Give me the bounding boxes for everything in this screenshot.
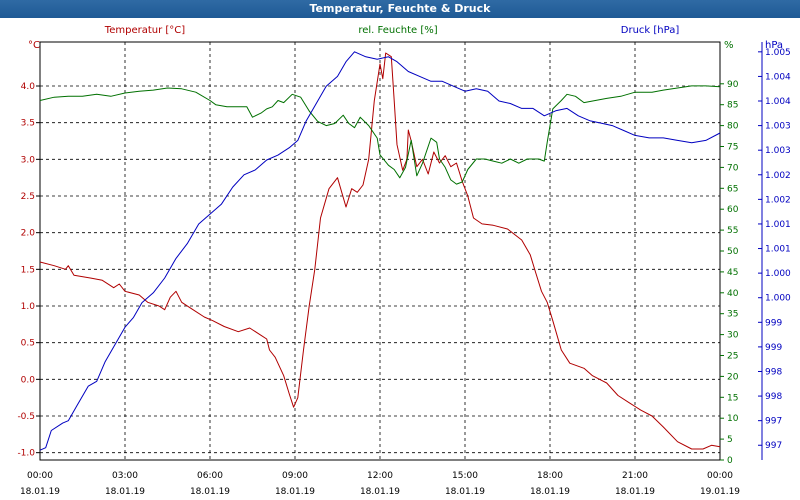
- x-tick-date: 18.01.19: [530, 487, 570, 497]
- pressure-tick-label: 1.004: [765, 72, 791, 82]
- humidity-unit-label: %: [724, 40, 734, 51]
- pressure-axis-label: Druck [hPa]: [621, 25, 680, 36]
- pressure-tick-label: 1.005: [765, 48, 791, 58]
- humidity-tick-label: 70: [727, 163, 739, 173]
- humidity-axis-label: rel. Feuchte [%]: [358, 25, 437, 36]
- pressure-tick-label: 997: [765, 441, 782, 451]
- humidity-tick-label: 0: [727, 456, 733, 466]
- pressure-tick-label: 999: [765, 318, 782, 328]
- temp-tick-label: 1.0: [21, 302, 36, 312]
- pressure-tick-label: 1.002: [765, 195, 791, 205]
- x-tick-time: 21:00: [622, 471, 648, 481]
- pressure-unit-label: hPa: [765, 40, 783, 51]
- temp-axis-label: Temperatur [°C]: [104, 25, 185, 36]
- pressure-tick-label: 1.000: [765, 269, 791, 279]
- pressure-tick-label: 1.001: [765, 245, 791, 255]
- chart-series: [39, 51, 721, 451]
- pressure-tick-label: 998: [765, 367, 782, 377]
- pressure-tick-label: 1.004: [765, 97, 791, 107]
- pressure-tick-label: 1.002: [765, 171, 791, 181]
- pressure-tick-label: 999: [765, 343, 782, 353]
- temperature-line: [39, 52, 721, 450]
- humidity-tick-label: 35: [727, 310, 738, 320]
- humidity-tick-label: 85: [727, 101, 738, 111]
- humidity-tick-label: 40: [727, 289, 739, 299]
- pressure-tick-label: 1.000: [765, 294, 791, 304]
- temp-tick-label: 0.5: [21, 339, 35, 349]
- humidity-tick-label: 65: [727, 184, 738, 194]
- humidity-tick-label: 75: [727, 143, 738, 153]
- pressure-tick-label: 1.001: [765, 220, 791, 230]
- temp-tick-label: 3.5: [21, 119, 35, 129]
- x-tick-time: 18:00: [537, 471, 563, 481]
- temp-tick-label: 3.0: [21, 155, 36, 165]
- temp-tick-label: 0.0: [21, 375, 36, 385]
- x-tick-time: 00:00: [27, 471, 53, 481]
- temp-tick-label: -0.5: [17, 412, 35, 422]
- x-tick-time: 15:00: [452, 471, 478, 481]
- humidity-tick-label: 50: [727, 247, 739, 257]
- humidity-tick-label: 25: [727, 352, 738, 362]
- x-tick-time: 09:00: [282, 471, 308, 481]
- x-tick-time: 03:00: [112, 471, 138, 481]
- humidity-tick-label: 60: [727, 205, 739, 215]
- humidity-tick-label: 5: [727, 435, 733, 445]
- x-tick-date: 18.01.19: [190, 487, 230, 497]
- x-tick-date: 18.01.19: [20, 487, 60, 497]
- temp-tick-label: -1.0: [17, 449, 35, 459]
- humidity-tick-label: 15: [727, 393, 738, 403]
- chart-grid: [39, 42, 721, 460]
- humidity-tick-label: 45: [727, 268, 738, 278]
- x-tick-time: 00:00: [707, 471, 733, 481]
- temp-unit-label: °C: [28, 40, 40, 51]
- temp-tick-label: 4.0: [21, 82, 36, 92]
- humidity-tick-label: 30: [727, 331, 739, 341]
- x-tick-date: 18.01.19: [615, 487, 655, 497]
- pressure-line: [39, 51, 721, 451]
- humidity-tick-label: 20: [727, 372, 739, 382]
- x-tick-time: 06:00: [197, 471, 223, 481]
- x-tick-date: 19.01.19: [700, 487, 740, 497]
- humidity-tick-label: 55: [727, 226, 738, 236]
- humidity-line: [39, 85, 721, 185]
- x-tick-date: 18.01.19: [445, 487, 485, 497]
- pressure-tick-label: 997: [765, 417, 782, 427]
- humidity-tick-label: 10: [727, 414, 739, 424]
- pressure-tick-label: 1.003: [765, 146, 791, 156]
- temp-tick-label: 2.5: [21, 192, 35, 202]
- x-tick-date: 18.01.19: [360, 487, 400, 497]
- window-title: Temperatur, Feuchte & Druck: [0, 0, 800, 18]
- chart-axes: 00:00 18.01.19 03:00 18.01.19 06:00 18.01.19 0…: [17, 42, 791, 497]
- temp-tick-label: 2.0: [21, 229, 36, 239]
- humidity-tick-label: 80: [727, 122, 739, 132]
- temp-tick-label: 1.5: [21, 265, 35, 275]
- pressure-tick-label: 1.003: [765, 122, 791, 132]
- x-tick-date: 18.01.19: [105, 487, 145, 497]
- pressure-tick-label: 998: [765, 392, 782, 402]
- humidity-tick-label: 90: [727, 80, 739, 90]
- x-tick-date: 18.01.19: [275, 487, 315, 497]
- x-tick-time: 12:00: [367, 471, 393, 481]
